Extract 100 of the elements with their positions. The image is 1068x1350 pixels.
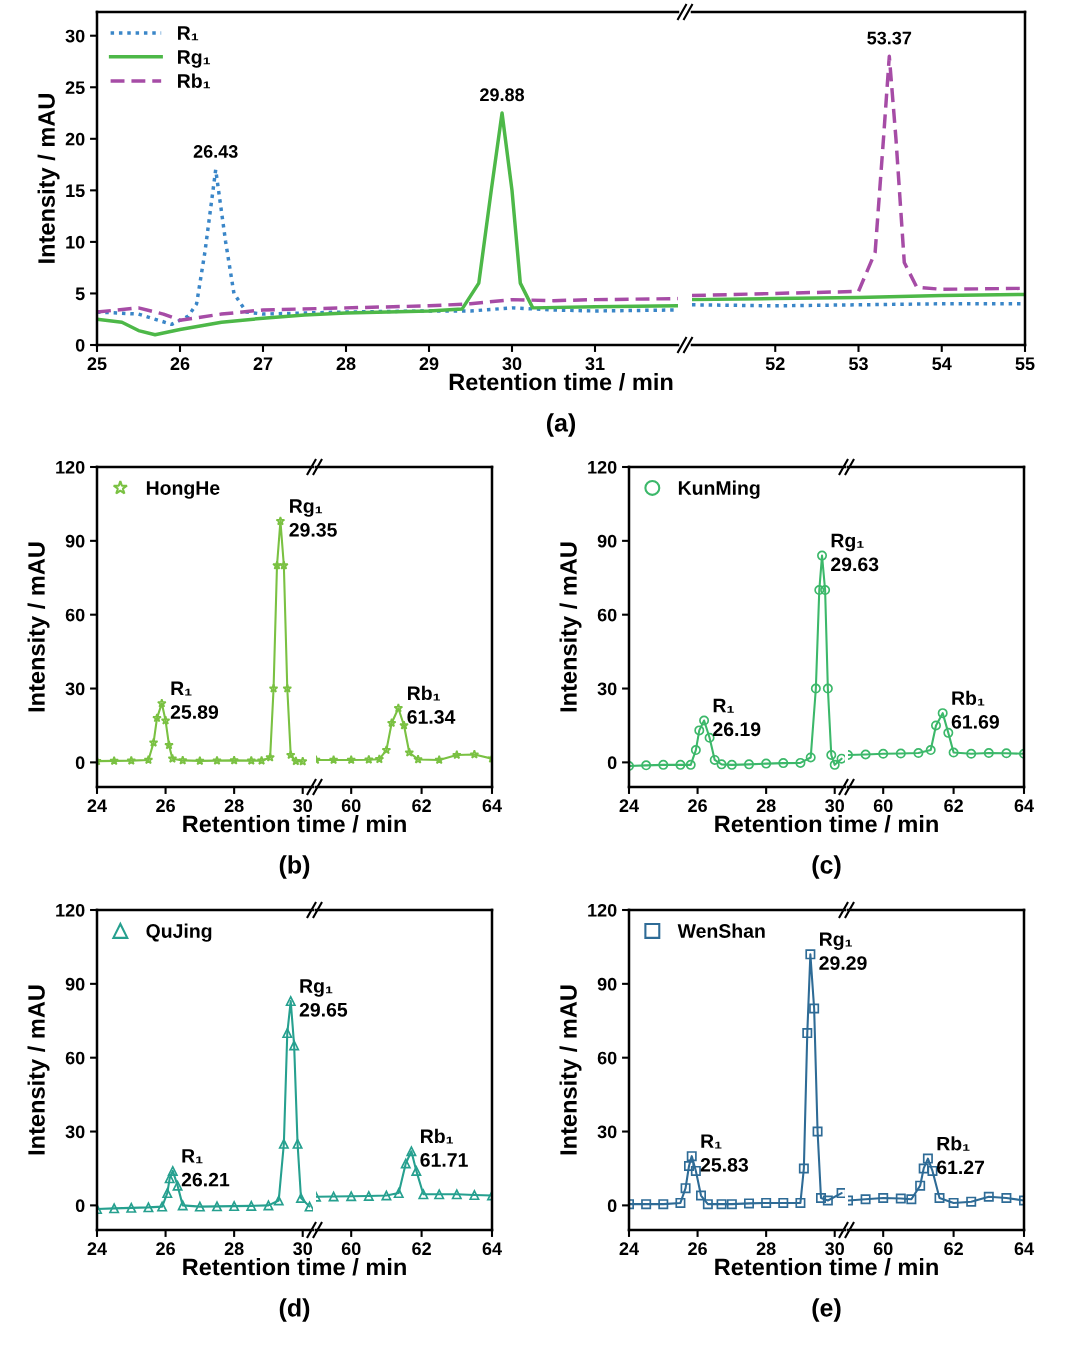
x-axis-title: Retention time / min bbox=[715, 815, 938, 833]
x-tick-label: 53 bbox=[849, 357, 868, 371]
y-tick-label: 120 bbox=[588, 460, 617, 474]
x-tick-label: 64 bbox=[482, 799, 502, 813]
x-tick-label: 26 bbox=[170, 357, 190, 371]
annotation: R₁ 25.83 bbox=[700, 1134, 749, 1172]
x-tick-label: 24 bbox=[87, 1242, 107, 1255]
y-tick-label: 60 bbox=[597, 1051, 617, 1065]
x-tick-label: 60 bbox=[341, 799, 361, 813]
y-axis-title: Intensity / mAU bbox=[37, 94, 60, 263]
legend-label: Rb₁ bbox=[178, 73, 211, 89]
y-tick-label: 0 bbox=[75, 1199, 85, 1213]
x-tick-label: 62 bbox=[944, 799, 963, 813]
x-tick-label: 62 bbox=[412, 799, 431, 813]
legend-label: QuJing bbox=[146, 923, 212, 942]
y-tick-label: 90 bbox=[65, 534, 85, 548]
annotation: Rb₁ 61.27 bbox=[936, 1136, 985, 1175]
x-tick-label: 24 bbox=[619, 799, 639, 812]
x-axis-title: Retention time / min bbox=[183, 815, 406, 833]
x-tick-label: 26 bbox=[688, 799, 707, 813]
annotation: Rb₁ 61.34 bbox=[407, 685, 456, 724]
y-tick-label: 30 bbox=[65, 29, 85, 43]
text: (d) bbox=[279, 1298, 310, 1322]
y-tick-label: 120 bbox=[56, 460, 85, 474]
legend-label: KunMing bbox=[678, 480, 760, 499]
y-tick-label: 60 bbox=[65, 608, 85, 622]
y-tick-label: 90 bbox=[597, 977, 617, 991]
x-tick-label: 62 bbox=[412, 1242, 431, 1256]
x-tick-label: 60 bbox=[341, 1242, 361, 1256]
legend-label: WenShan bbox=[677, 923, 765, 938]
y-tick-label: 120 bbox=[588, 903, 617, 917]
y-axis-title: Intensity / mAU bbox=[27, 542, 50, 712]
y-tick-label: 5 bbox=[75, 287, 85, 301]
x-tick-label: 60 bbox=[873, 1242, 893, 1256]
annotation: Rg₁ 29.29 bbox=[819, 932, 867, 970]
y-tick-label: 90 bbox=[597, 534, 617, 548]
x-tick-label: 30 bbox=[825, 799, 845, 813]
x-tick-label: 62 bbox=[944, 1242, 963, 1256]
x-tick-label: 60 bbox=[873, 799, 893, 813]
x-tick-label: 64 bbox=[1014, 1242, 1034, 1256]
x-tick-label: 64 bbox=[1014, 799, 1034, 813]
y-axis-title: Intensity / mAU bbox=[559, 985, 582, 1155]
annotation: Rb₁ 61.69 bbox=[951, 690, 999, 729]
annotation: Rg₁ 29.35 bbox=[289, 499, 337, 537]
annotation: Rb₁ 61.71 bbox=[420, 1128, 468, 1167]
y-tick-label: 90 bbox=[65, 977, 85, 991]
y-tick-label: 0 bbox=[607, 756, 617, 770]
x-axis-title: Retention time / min bbox=[715, 1258, 938, 1276]
x-axis-title: Retention time / min bbox=[449, 373, 673, 391]
x-tick-label: 26 bbox=[688, 1242, 707, 1256]
x-tick-label: 54 bbox=[932, 357, 952, 371]
annotation: Rg₁ 29.65 bbox=[299, 979, 348, 1017]
x-tick-label: 24 bbox=[619, 1242, 639, 1255]
y-axis-title: Intensity / mAU bbox=[27, 985, 50, 1155]
legend-label: HongHe bbox=[146, 481, 220, 499]
x-tick-label: 25 bbox=[87, 357, 107, 371]
x-tick-label: 28 bbox=[224, 1242, 244, 1256]
y-tick-label: 0 bbox=[75, 338, 85, 352]
text: (c) bbox=[812, 855, 841, 879]
x-tick-label: 64 bbox=[482, 1242, 502, 1256]
annotation: R₁ 26.21 bbox=[181, 1149, 230, 1187]
x-tick-label: 26 bbox=[156, 1242, 175, 1256]
x-tick-label: 30 bbox=[825, 1242, 845, 1256]
y-tick-label: 30 bbox=[597, 1125, 617, 1139]
x-tick-label: 30 bbox=[502, 357, 522, 371]
x-tick-label: 55 bbox=[1015, 357, 1035, 371]
annotation: Rg₁ 29.63 bbox=[831, 533, 879, 572]
x-axis-title: Retention time / min bbox=[183, 1258, 406, 1276]
y-tick-label: 60 bbox=[65, 1051, 85, 1065]
annotation: R₁ 26.19 bbox=[713, 698, 761, 737]
y-tick-label: 60 bbox=[597, 608, 617, 622]
y-tick-label: 0 bbox=[607, 1199, 617, 1213]
y-tick-label: 0 bbox=[75, 756, 85, 770]
y-tick-label: 15 bbox=[66, 184, 85, 198]
x-tick-label: 28 bbox=[756, 1242, 776, 1256]
x-tick-label: 31 bbox=[585, 357, 605, 371]
y-tick-label: 30 bbox=[65, 682, 85, 696]
annotation: 26.43 bbox=[193, 145, 238, 158]
annotation: 53.37 bbox=[867, 31, 912, 45]
y-tick-label: 20 bbox=[65, 132, 85, 146]
x-tick-label: 24 bbox=[87, 799, 107, 812]
legend-label: Rg₁ bbox=[178, 50, 211, 68]
x-tick-label: 52 bbox=[765, 357, 785, 371]
x-tick-label: 26 bbox=[156, 799, 175, 813]
x-tick-label: 30 bbox=[293, 799, 313, 813]
text: (a) bbox=[546, 413, 576, 437]
x-tick-label: 28 bbox=[336, 357, 356, 371]
annotation: 29.88 bbox=[480, 88, 525, 102]
y-tick-label: 10 bbox=[66, 235, 85, 249]
y-tick-label: 30 bbox=[597, 682, 617, 696]
y-axis-title: Intensity / mAU bbox=[559, 542, 582, 712]
x-tick-label: 28 bbox=[224, 799, 244, 813]
x-tick-label: 27 bbox=[253, 357, 273, 370]
x-tick-label: 29 bbox=[419, 357, 439, 371]
text: (e) bbox=[812, 1298, 841, 1322]
x-tick-label: 30 bbox=[293, 1242, 313, 1256]
y-tick-label: 30 bbox=[65, 1125, 85, 1139]
legend-label: R₁ bbox=[178, 26, 199, 41]
y-tick-label: 25 bbox=[65, 81, 85, 94]
y-tick-label: 120 bbox=[56, 903, 85, 917]
